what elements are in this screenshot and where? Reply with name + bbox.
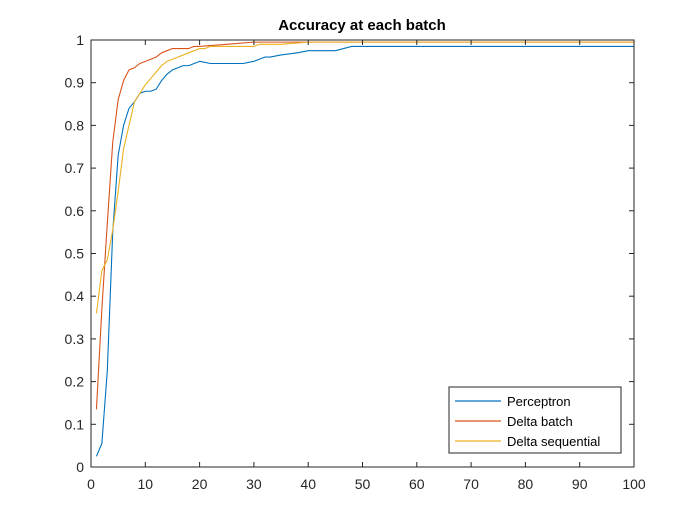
chart-title: Accuracy at each batch <box>278 17 446 34</box>
y-tick-label: 0.9 <box>65 75 85 91</box>
series-line-perceptron <box>95 45 634 457</box>
x-tick-label: 70 <box>463 476 479 492</box>
x-tick-label: 20 <box>192 476 208 492</box>
legend-box <box>448 386 622 454</box>
x-tick-label: 10 <box>138 476 154 492</box>
y-tick-label: 0.1 <box>65 416 85 432</box>
y-tick-label: 0.2 <box>65 374 85 390</box>
y-tick-label: 0.8 <box>65 117 85 133</box>
legend-label-delta-batch: Delta batch <box>507 414 573 429</box>
x-tick-label: 90 <box>572 476 588 492</box>
x-tick-label: 100 <box>622 476 646 492</box>
series-layer <box>95 41 634 457</box>
x-tick-label: 60 <box>409 476 425 492</box>
x-tick-label: 80 <box>518 476 534 492</box>
legend-label-perceptron: Perceptron <box>507 394 571 409</box>
x-tick-label: 50 <box>355 476 371 492</box>
x-tick-label: 40 <box>300 476 316 492</box>
axes-layer: 0 10 20 30 40 50 60 70 80 90 100 0 0.1 0.2 0.3 0.4 0.5 0.… <box>65 32 646 492</box>
y-tick-label: 0.6 <box>65 203 85 219</box>
y-tick-label: 0.4 <box>65 288 85 304</box>
legend-label-delta-sequential: Delta sequential <box>507 434 600 449</box>
y-tick-label: 0.3 <box>65 331 85 347</box>
y-tick-label: 0.7 <box>65 160 85 176</box>
legend: Perceptron Delta batch Delta sequential <box>448 386 622 454</box>
y-tick-label: 0.5 <box>65 246 85 262</box>
x-tick-label: 0 <box>87 476 95 492</box>
series-line-delta-sequential <box>95 41 634 314</box>
y-tick-label: 0 <box>76 459 84 475</box>
y-tick-label: 1 <box>76 32 84 48</box>
x-tick-label: 30 <box>246 476 262 492</box>
